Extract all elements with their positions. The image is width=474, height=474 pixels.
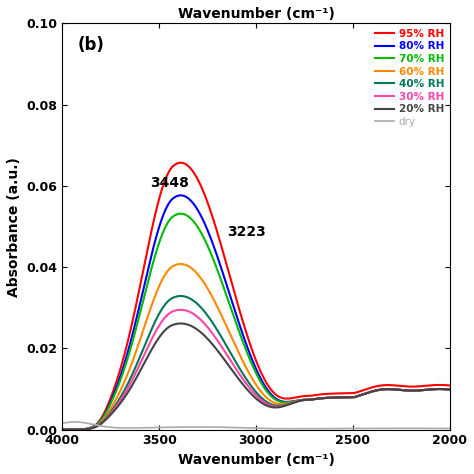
60% RH [127,366,132,372]
95% RH [178,160,183,165]
dry [72,419,78,425]
60% RH [225,326,230,332]
70% RH [439,386,445,392]
Text: (b): (b) [78,36,105,54]
60% RH [208,292,214,297]
Line: 95% RH: 95% RH [63,163,449,429]
40% RH [60,427,65,432]
95% RH [104,405,109,411]
dry [104,424,109,429]
20% RH [439,386,445,392]
Line: 70% RH: 70% RH [63,214,449,429]
80% RH [398,387,403,393]
95% RH [208,210,214,215]
Text: 3223: 3223 [227,225,265,239]
40% RH [104,414,109,420]
80% RH [178,192,183,198]
60% RH [178,261,183,267]
30% RH [104,415,109,421]
dry [439,426,445,431]
Text: 3448: 3448 [150,176,189,190]
dry [225,425,230,430]
40% RH [208,318,214,323]
95% RH [447,383,452,388]
80% RH [208,236,214,242]
40% RH [447,387,452,392]
Legend: 95% RH, 80% RH, 70% RH, 60% RH, 40% RH, 30% RH, 20% RH, dry: 95% RH, 80% RH, 70% RH, 60% RH, 40% RH, … [375,29,444,127]
20% RH [398,387,403,393]
30% RH [178,307,183,312]
20% RH [208,340,214,346]
20% RH [225,361,230,367]
95% RH [127,331,132,337]
30% RH [398,387,403,393]
40% RH [225,345,230,351]
70% RH [104,409,109,415]
dry [289,426,295,431]
95% RH [398,383,403,389]
95% RH [225,266,230,272]
60% RH [104,412,109,418]
Title: Wavenumber (cm⁻¹): Wavenumber (cm⁻¹) [178,7,334,21]
40% RH [178,293,183,299]
80% RH [60,427,65,432]
70% RH [225,296,230,302]
30% RH [208,328,214,334]
Line: 30% RH: 30% RH [63,310,449,429]
60% RH [398,387,403,393]
95% RH [439,382,445,388]
40% RH [398,387,403,393]
20% RH [447,387,452,392]
dry [398,425,403,431]
80% RH [447,387,452,392]
70% RH [398,387,403,393]
20% RH [127,387,132,392]
Line: 80% RH: 80% RH [63,195,449,429]
20% RH [60,427,65,432]
dry [208,424,214,430]
30% RH [127,382,132,388]
30% RH [439,386,445,392]
70% RH [178,211,183,217]
80% RH [225,285,230,291]
80% RH [104,408,109,413]
30% RH [60,427,65,432]
70% RH [60,427,65,432]
70% RH [447,387,452,392]
Line: dry: dry [63,422,449,428]
20% RH [178,320,183,326]
80% RH [127,343,132,349]
70% RH [208,251,214,256]
dry [127,425,132,431]
30% RH [447,387,452,392]
20% RH [104,416,109,422]
Y-axis label: Absorbance (a.u.): Absorbance (a.u.) [7,156,21,297]
40% RH [127,377,132,383]
60% RH [60,427,65,432]
Line: 20% RH: 20% RH [63,323,449,429]
40% RH [439,386,445,392]
95% RH [60,427,65,432]
80% RH [439,386,445,392]
dry [60,420,65,426]
60% RH [447,387,452,392]
X-axis label: Wavenumber (cm⁻¹): Wavenumber (cm⁻¹) [178,453,334,467]
30% RH [225,353,230,359]
Line: 40% RH: 40% RH [63,296,449,429]
60% RH [439,386,445,392]
dry [447,426,452,431]
70% RH [127,349,132,355]
Line: 60% RH: 60% RH [63,264,449,429]
